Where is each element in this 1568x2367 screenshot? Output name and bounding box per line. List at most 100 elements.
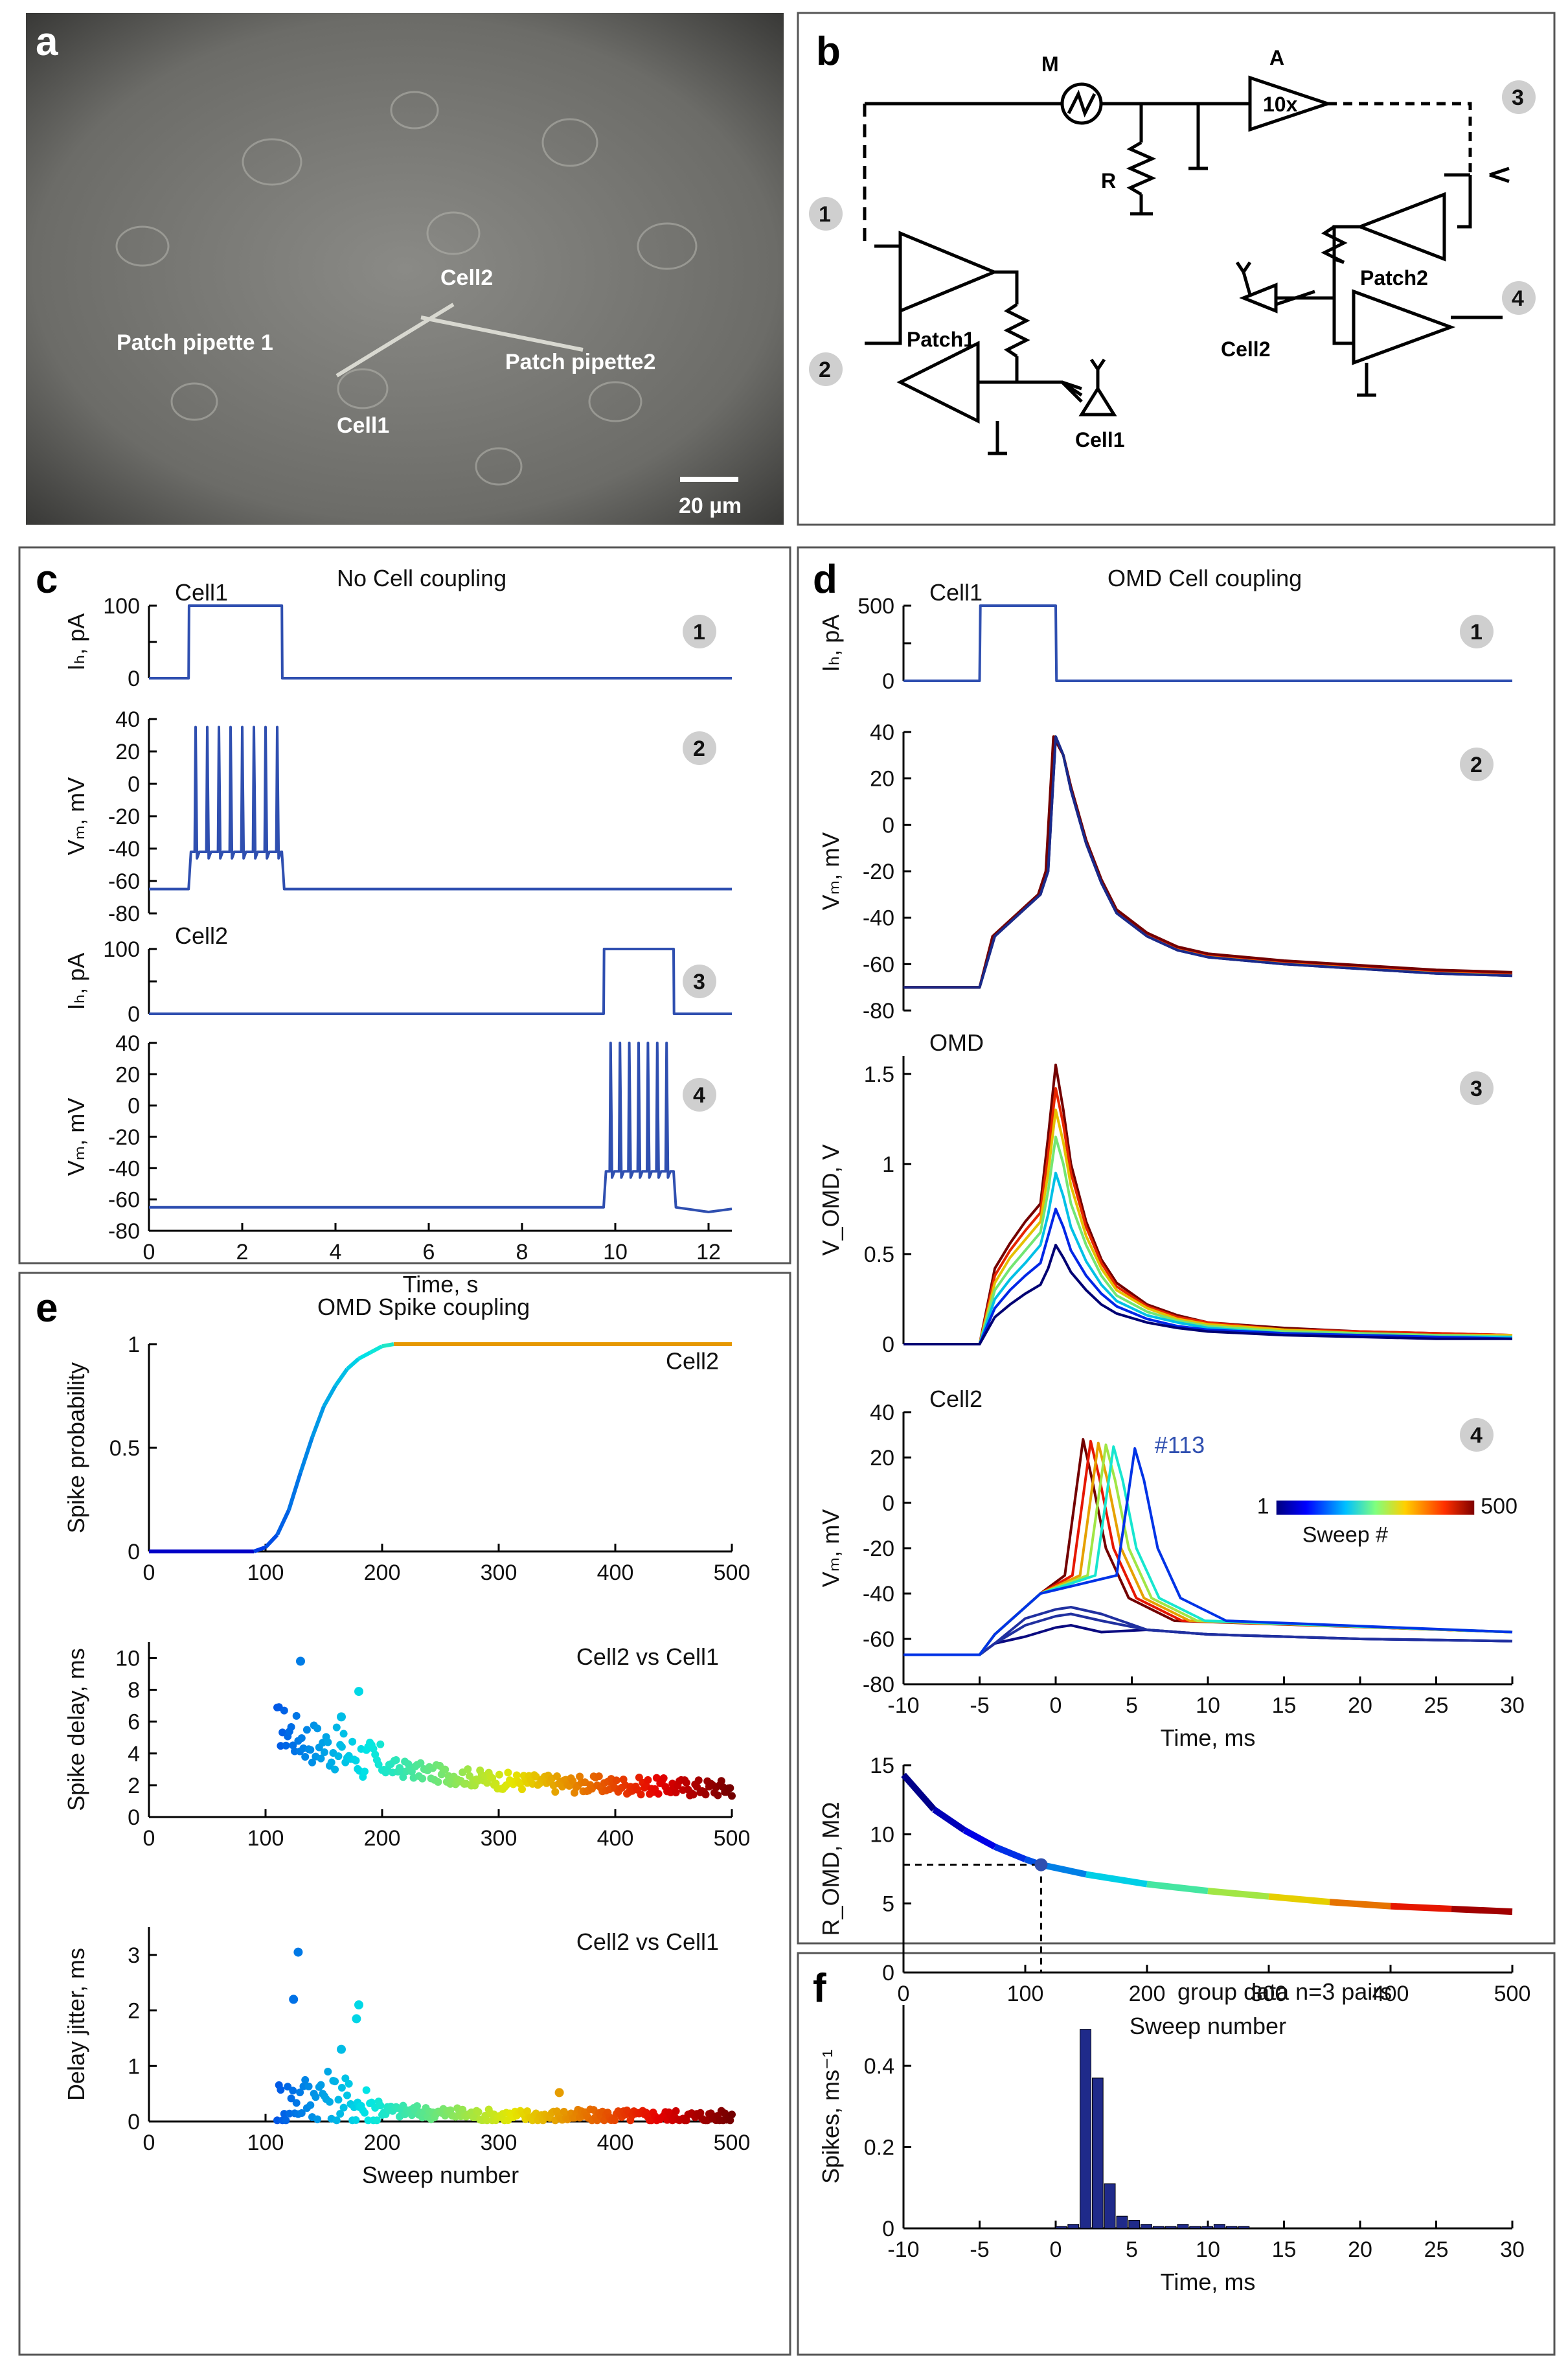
y-tick-label: 8: [128, 1678, 140, 1703]
y-tick-label: -60: [863, 952, 894, 977]
scatter-outlier: [337, 2044, 346, 2054]
scatter-point: [512, 1771, 521, 1779]
chart-d5: 0 5 10 15 0 100 200 300 400 500 R_OMD, MΩ Sweep num…: [817, 1754, 1530, 2039]
y-axis-label: Delay jitter, ms: [63, 1948, 89, 2101]
probability-segment: [381, 1342, 394, 1349]
resistance-segment: [994, 1844, 1027, 1862]
y-tick-label: -80: [108, 1219, 140, 1244]
scatter-outlier: [293, 1947, 303, 1957]
scatter-point: [523, 2107, 532, 2116]
probability-segment: [322, 1384, 337, 1408]
x-tick-label: 400: [597, 2131, 634, 2155]
y-axis-label: Spikes, ms⁻¹: [817, 2050, 844, 2184]
histogram-bar: [1152, 2226, 1165, 2229]
scatter-point: [654, 1790, 663, 1798]
chart-d2: -80 -60 -40 -20 0 20 40 Vₘ, mV 2: [817, 720, 1513, 1023]
histogram-bar: [1080, 2029, 1091, 2229]
scatter-point: [332, 1723, 341, 1732]
scatter-point: [339, 2103, 348, 2112]
scatter-point: [717, 1777, 725, 1785]
y-tick-label: -40: [108, 837, 140, 862]
probability-segment: [369, 1344, 383, 1355]
y-axis-label: Spike probability: [63, 1362, 89, 1533]
y-tick-label: 100: [103, 594, 140, 619]
scatter-point: [659, 1774, 668, 1783]
x-tick-label: 15: [1272, 1693, 1297, 1718]
y-axis-label: V_OMD, V: [817, 1144, 844, 1255]
x-axis-label: Sweep number: [362, 2162, 519, 2188]
y-tick-label: 1: [882, 1152, 894, 1177]
scatter-point: [504, 1768, 512, 1777]
probability-segment: [264, 1533, 279, 1549]
sweep-line: [903, 735, 1513, 989]
chart-c4: -80 -60 -40 -20 0 20 40 0 2 4 6 8 10 12 Vₘ, mV Time, s 4: [63, 1031, 733, 1298]
sweep-line: [903, 735, 1513, 989]
scatter-point: [306, 2101, 315, 2109]
scatter-point: [693, 1783, 701, 1791]
x-tick-label: 500: [714, 2131, 751, 2155]
x-tick-label: 15: [1272, 2237, 1297, 2262]
annotation-cell1: Cell1: [337, 413, 389, 438]
y-tick-label: 0: [128, 772, 140, 797]
x-tick-label: 0: [1050, 1693, 1062, 1718]
sweep-line: [903, 735, 1513, 989]
panel-label-e: e: [36, 1286, 58, 1331]
trace-badge: [683, 1078, 716, 1112]
scatter-point: [332, 2116, 341, 2125]
x-tick-label: 4: [330, 1240, 342, 1264]
probability-segment: [310, 1405, 326, 1439]
y-tick-label: 20: [115, 1062, 140, 1087]
panel-label-f: f: [813, 1966, 826, 2011]
scatter-point: [728, 2110, 736, 2119]
y-tick-label: 0: [882, 669, 894, 694]
chart-title: Cell1: [929, 579, 983, 606]
y-tick-label: -20: [108, 805, 140, 829]
y-tick-label: 3: [128, 1943, 140, 1968]
chart-d1: 0 500 Iₕ, pA Cell1 1: [817, 579, 1512, 694]
x-tick-label: 5: [1126, 1693, 1138, 1718]
y-tick-label: -20: [863, 860, 894, 884]
y-tick-label: -60: [108, 1188, 140, 1213]
scatter-point: [416, 1759, 425, 1767]
scatter-point: [324, 1738, 332, 1746]
y-tick-label: 2: [128, 1774, 140, 1798]
trace-badge: [683, 731, 716, 765]
y-tick-label: -40: [108, 1156, 140, 1181]
y-tick-label: 0: [128, 1805, 140, 1830]
circuit-wiring: [863, 102, 1510, 403]
chart-title: group data n=3 pairs: [1177, 1978, 1392, 2005]
x-tick-label: 200: [364, 2131, 401, 2155]
trace-line: [149, 604, 732, 680]
y-tick-label: 0: [128, 2110, 140, 2134]
scatter-point: [289, 1741, 297, 1750]
y-tick-label: 0.5: [109, 1436, 140, 1461]
y-tick-label: 6: [128, 1710, 140, 1735]
series-label: Cell2 vs Cell1: [576, 1928, 719, 1955]
scatter-point: [459, 2105, 467, 2114]
port-4: 4: [1512, 286, 1524, 311]
cell1-neuron: Cell1: [1075, 358, 1124, 452]
y-tick-label: -20: [108, 1125, 140, 1150]
x-tick-label: 100: [247, 1561, 284, 1585]
scatter-outlier: [354, 1687, 363, 1697]
panel-f-frame: [797, 1952, 1556, 2356]
resistance-segment: [1146, 1881, 1209, 1895]
histogram-bar: [1128, 2219, 1141, 2229]
scatter-point: [376, 2101, 385, 2110]
port-1: 1: [819, 202, 831, 227]
trace-badge: [683, 965, 716, 998]
x-tick-label: 400: [1372, 1982, 1409, 2006]
scatter-point: [306, 1746, 315, 1754]
scatter-point: [352, 1756, 360, 1765]
x-tick-label: 300: [481, 1826, 517, 1851]
scatter-point: [637, 1790, 645, 1799]
port-2: 2: [819, 358, 831, 382]
scatter-outlier: [296, 1656, 305, 1666]
omd-sweep-line: [903, 1244, 1512, 1345]
subthreshold-sweep: [903, 1606, 1513, 1656]
annotation-patch-pipette-1: Patch pipette 1: [117, 330, 273, 355]
x-tick-label: 8: [516, 1240, 528, 1264]
scatter-point: [362, 2086, 370, 2094]
x-tick-label: -5: [970, 1693, 989, 1718]
x-tick-label: 5: [1126, 2237, 1138, 2262]
